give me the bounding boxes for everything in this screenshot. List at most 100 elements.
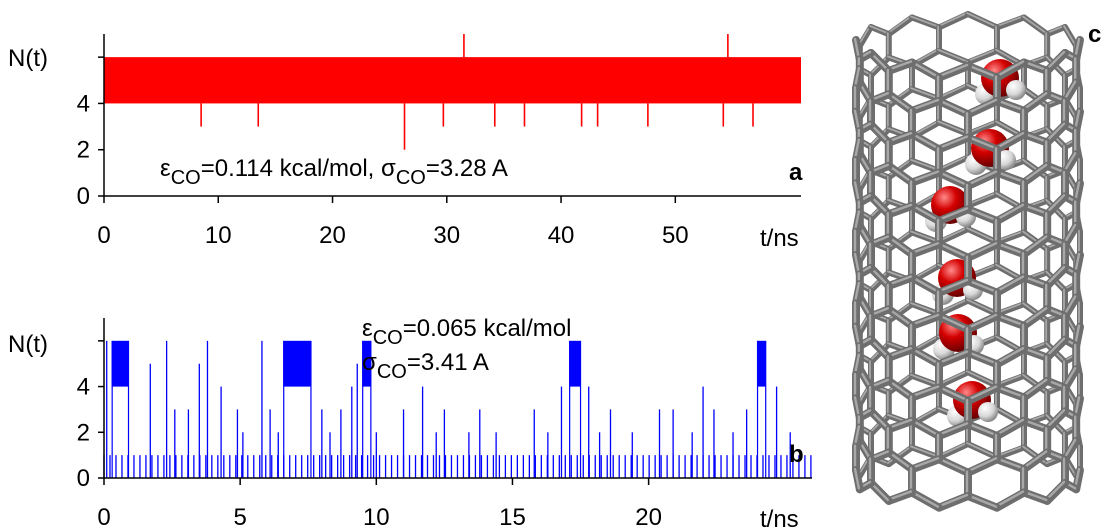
nanotube-bond-highlight	[1021, 235, 1048, 255]
nanotube-bond-highlight	[966, 442, 997, 458]
nanotube-bond-highlight	[936, 278, 969, 293]
nanotube-bond-highlight	[909, 457, 940, 470]
nanotube-bond-highlight	[1062, 438, 1077, 460]
nanotube-bond-highlight	[1044, 337, 1066, 358]
panel-b-epsilon-subscript: CO	[373, 327, 403, 349]
nanotube-bond	[935, 348, 972, 369]
panel-b-epsilon-symbol: ε	[362, 315, 373, 342]
nanotube-bond-highlight	[1063, 25, 1077, 46]
nanotube-bond-highlight	[936, 457, 969, 473]
nanotube-bond-highlight	[1062, 295, 1077, 317]
nanotube-bond	[1043, 49, 1069, 75]
nanotube-bond	[965, 191, 1000, 209]
panel-a-y-axis-label: N(t)	[8, 45, 48, 72]
nanotube-bond	[1020, 305, 1052, 330]
nanotube-bond	[935, 62, 972, 82]
nanotube-bond-highlight	[853, 467, 861, 490]
nanotube-bond	[884, 345, 916, 362]
nanotube-bond	[935, 492, 972, 512]
nanotube-bond-highlight	[994, 131, 1025, 150]
panel-b-y-ticks: 0 2 4	[77, 340, 104, 492]
nanotube-bond	[935, 277, 972, 297]
nanotube-bond-highlight	[936, 350, 969, 365]
nanotube-bond	[993, 14, 1027, 31]
y-tick-label: 4	[77, 90, 90, 117]
y-tick-label: 2	[77, 419, 90, 446]
nanotube-bond	[935, 205, 972, 225]
y-tick-label: 0	[77, 465, 90, 492]
nanotube-front-wall	[852, 36, 1084, 512]
nanotube-bond-highlight	[966, 12, 997, 28]
nanotube-bond	[964, 96, 1001, 119]
panel-b-sigma-subscript: CO	[377, 361, 407, 383]
panel-b-x-axis-label: t/ns	[760, 506, 799, 531]
nanotube-bond-highlight	[966, 370, 997, 386]
nanotube-bond	[908, 96, 944, 115]
nanotube-bond	[885, 229, 915, 253]
nanotube-bond	[1020, 448, 1052, 474]
panel-b-y-axis-label: N(t)	[8, 331, 48, 358]
nanotube-bond	[1044, 24, 1068, 38]
nanotube-bond	[992, 416, 1028, 440]
nanotube-bond	[885, 86, 915, 109]
nanotube-bond-highlight	[853, 66, 861, 89]
nanotube-bond-highlight	[1021, 307, 1048, 327]
nanotube-bond-highlight	[910, 302, 939, 314]
nanotube-bond-highlight	[965, 457, 998, 473]
nanotube-bond	[908, 383, 944, 402]
panel-b-sigma-value: =3.41 A	[407, 349, 489, 376]
nanotube-bond-highlight	[886, 445, 912, 465]
panel-a-epsilon-symbol: ε	[160, 155, 171, 182]
panel-b-x-ticks: 0 5 10 15 20	[97, 478, 662, 531]
nanotube-bond	[964, 168, 1001, 191]
nanotube-bond	[1020, 376, 1052, 402]
panel-a-epsilon-value: =0.114 kcal/mol,	[201, 155, 381, 182]
panel-b-epsilon-annotation: εCO=0.065 kcal/mol	[362, 315, 571, 349]
x-tick-label: 20	[319, 222, 346, 249]
nanotube-bond	[908, 168, 944, 187]
nanotube-bond-highlight	[936, 98, 969, 115]
nanotube-bond	[884, 201, 916, 219]
panel-a-sigma-symbol: σ	[381, 155, 396, 182]
panel-a-parameters-annotation: εCO=0.114 kcal/mol, σCO=3.28 A	[160, 155, 508, 189]
panel-a-series	[104, 34, 801, 150]
nanotube-bond	[1043, 192, 1069, 219]
nanotube-bond	[964, 311, 1001, 334]
nanotube-bond-highlight	[936, 422, 969, 437]
x-tick-label: 20	[635, 504, 662, 531]
nanotube-bond	[885, 157, 915, 181]
panel-a-chart: N(t) 024 0 10 20 30 40 50 t/ns εCO=0.114 kcal…	[8, 34, 803, 252]
nanotube-bond-highlight	[1021, 92, 1048, 112]
nanotube-bond-highlight	[853, 181, 861, 203]
nanotube-bond	[992, 488, 1028, 512]
nanotube-bond-highlight	[909, 313, 940, 327]
nanotube-bond	[885, 444, 915, 468]
nanotube-bond	[908, 240, 944, 259]
nanotube-bond-highlight	[857, 25, 871, 46]
nanotube-bond-highlight	[937, 120, 968, 134]
nanotube-bond	[885, 14, 915, 38]
nanotube-bond-highlight	[966, 48, 997, 63]
nanotube-bond-highlight	[966, 298, 997, 314]
panel-b-letter: b	[789, 441, 804, 468]
nanotube-bond	[964, 383, 1001, 406]
nanotube-bond-highlight	[994, 490, 1025, 508]
nanotube-bond-highlight	[1021, 378, 1048, 398]
nanotube-bond	[936, 11, 971, 31]
nanotube-bond-highlight	[994, 60, 1025, 78]
nanotube-bond-highlight	[1062, 367, 1077, 389]
nanotube-bond	[936, 441, 971, 461]
nanotube-bond-highlight	[965, 242, 998, 258]
nanotube-bond-highlight	[1021, 163, 1048, 183]
nanotube-bond-highlight	[910, 230, 939, 243]
x-tick-label: 10	[205, 222, 232, 249]
panel-b-epsilon-value: =0.065 kcal/mol	[403, 315, 572, 342]
nanotube-bond-highlight	[910, 445, 939, 458]
nanotube-bond	[1020, 161, 1052, 187]
series-band	[104, 57, 801, 104]
panel-b-sigma-symbol: σ	[362, 349, 377, 376]
hydrogen-atom	[978, 402, 998, 422]
nanotube-bond-highlight	[1062, 223, 1077, 245]
nanotube-bond-highlight	[853, 210, 861, 232]
nanotube-bond	[935, 133, 972, 154]
